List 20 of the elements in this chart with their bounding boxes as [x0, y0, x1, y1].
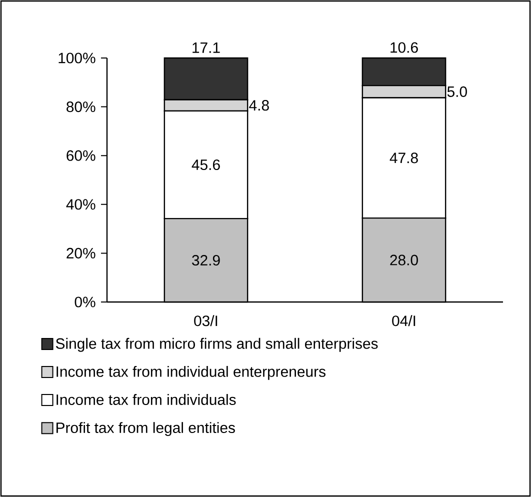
annotation: 45.6 — [192, 159, 220, 170]
annotation: 28.0 — [390, 254, 418, 266]
legend-label: Income tax from individual enterpreneurs — [56, 366, 326, 380]
y-tick-label: 40% — [66, 199, 96, 210]
legend-label: Single tax from micro firms and small enterprises — [56, 338, 378, 352]
x-tick-label: 03/I — [194, 315, 218, 326]
y-tick-label: 0% — [74, 296, 96, 308]
legend-label: Income tax from individuals — [56, 394, 236, 405]
annotation: 32.9 — [192, 254, 220, 266]
y-tick-label: 60% — [66, 150, 96, 161]
annotation: 17.1 — [192, 42, 220, 53]
annotation: 5.0 — [447, 86, 467, 97]
y-tick-label: 100% — [58, 52, 96, 64]
annotation: 4.8 — [249, 100, 269, 111]
legend-label: Profit tax from legal entities — [56, 422, 235, 436]
y-tick-label: 80% — [66, 102, 96, 112]
annotation: 10.6 — [390, 42, 418, 53]
y-tick-label: 20% — [66, 248, 96, 258]
annotation: 47.8 — [390, 152, 418, 164]
x-tick-label: 04/I — [392, 315, 416, 326]
